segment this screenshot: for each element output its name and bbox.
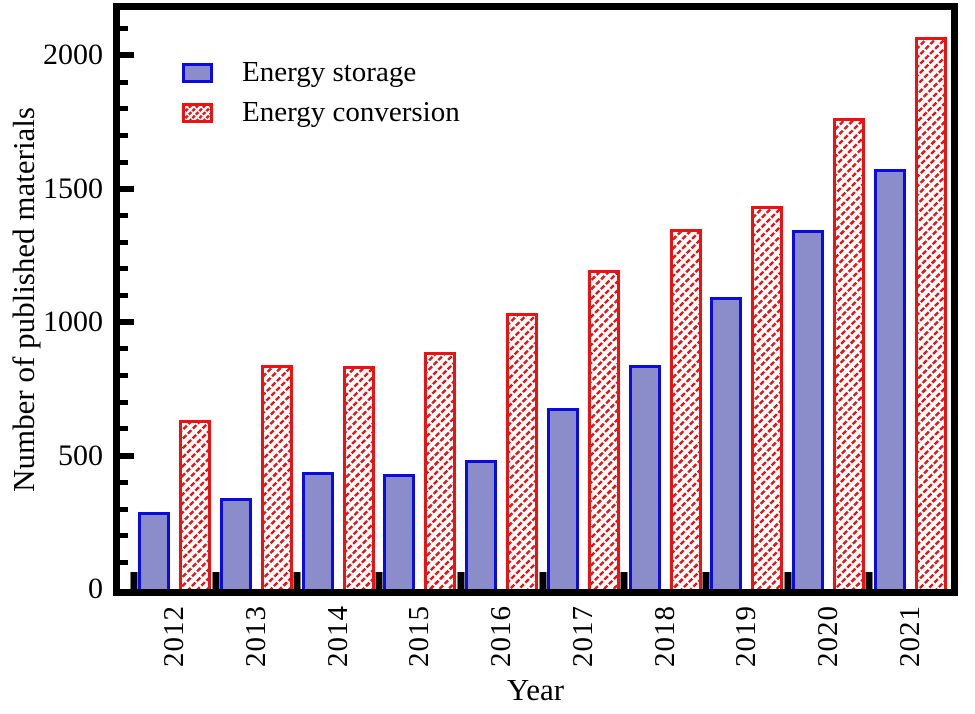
x-tick-label-2016: 2016 bbox=[485, 605, 518, 667]
bar-group-2017: 2017 bbox=[539, 10, 625, 667]
bar-group-2014: 2014 bbox=[293, 10, 379, 667]
x-axis-tick bbox=[293, 572, 301, 589]
x-axis-tick bbox=[702, 572, 710, 589]
y-axis-minor-tick bbox=[120, 479, 128, 485]
bar-group-2015: 2015 bbox=[375, 10, 461, 667]
y-axis-minor-tick bbox=[120, 533, 128, 539]
x-tick-label-holder: 2016 bbox=[461, 605, 543, 667]
y-tick-labels: 0 500 1000 1500 2000 bbox=[0, 3, 103, 605]
x-tick-label-holder: 2021 bbox=[869, 605, 951, 667]
legend: Energy storage Energy conversion bbox=[182, 54, 460, 131]
x-tick-label-holder: 2018 bbox=[624, 605, 706, 667]
x-tick-label-holder: 2014 bbox=[297, 605, 379, 667]
bar-energy-storage-2012 bbox=[138, 512, 171, 589]
y-axis-minor-tick bbox=[120, 132, 128, 138]
legend-item-energy-conversion: Energy conversion bbox=[182, 94, 460, 131]
legend-swatch-energy-storage bbox=[182, 62, 213, 83]
x-tick-label-2015: 2015 bbox=[403, 605, 436, 667]
bar-energy-conversion-2019 bbox=[751, 206, 784, 589]
x-axis-tick bbox=[620, 572, 628, 589]
y-tick-label-0: 0 bbox=[88, 572, 103, 605]
x-tick-label-2013: 2013 bbox=[240, 605, 273, 667]
y-axis-minor-tick bbox=[120, 106, 128, 112]
x-tick-label-2012: 2012 bbox=[158, 605, 191, 667]
y-axis-major-tick bbox=[120, 52, 134, 59]
y-axis-minor-tick bbox=[120, 266, 128, 272]
y-tick-label-2000: 2000 bbox=[43, 38, 103, 72]
y-axis-minor-tick bbox=[120, 239, 128, 245]
bar-energy-storage-2017 bbox=[546, 408, 579, 589]
x-tick-label-2021: 2021 bbox=[893, 605, 926, 667]
bar-energy-conversion-2012 bbox=[179, 420, 212, 589]
bar-energy-conversion-2020 bbox=[832, 118, 865, 589]
bar-group-2012: 2012 bbox=[130, 10, 216, 667]
y-axis-major-tick bbox=[120, 185, 134, 192]
y-axis-minor-tick bbox=[120, 506, 128, 512]
y-axis-minor-tick bbox=[120, 293, 128, 298]
x-axis-tick bbox=[784, 572, 792, 589]
x-tick-label-2017: 2017 bbox=[566, 605, 599, 667]
bar-group-2019: 2019 bbox=[702, 10, 788, 667]
bar-group-2020: 2020 bbox=[784, 10, 870, 667]
y-tick-label-1500: 1500 bbox=[43, 171, 103, 205]
x-tick-label-2020: 2020 bbox=[811, 605, 844, 667]
bar-group-2013: 2013 bbox=[212, 10, 298, 667]
bar-energy-storage-2019 bbox=[710, 297, 743, 589]
x-axis-tick bbox=[865, 572, 873, 589]
x-tick-label-2019: 2019 bbox=[730, 605, 763, 667]
legend-label-energy-storage: Energy storage bbox=[242, 56, 417, 88]
y-tick-label-500: 500 bbox=[58, 438, 103, 472]
x-tick-label-holder: 2017 bbox=[543, 605, 625, 667]
x-axis-tick bbox=[212, 572, 220, 589]
x-tick-label-2014: 2014 bbox=[321, 605, 354, 667]
x-tick-label-holder: 2019 bbox=[706, 605, 788, 667]
bar-energy-storage-2015 bbox=[383, 474, 416, 589]
bar-energy-storage-2021 bbox=[873, 169, 906, 589]
y-axis-minor-tick bbox=[120, 26, 128, 32]
bar-energy-storage-2016 bbox=[465, 460, 498, 589]
x-axis-tick bbox=[375, 572, 383, 589]
bar-energy-storage-2018 bbox=[628, 365, 661, 589]
y-axis-minor-tick bbox=[120, 426, 128, 432]
bar-energy-conversion-2015 bbox=[424, 352, 457, 589]
x-tick-label-holder: 2012 bbox=[134, 605, 216, 667]
x-tick-label-holder: 2013 bbox=[216, 605, 298, 667]
bar-energy-conversion-2021 bbox=[914, 37, 947, 589]
y-axis-major-tick bbox=[120, 452, 134, 459]
y-axis-minor-tick bbox=[120, 346, 128, 352]
bar-energy-conversion-2017 bbox=[587, 270, 620, 589]
bar-energy-conversion-2016 bbox=[506, 313, 539, 589]
y-axis-minor-tick bbox=[120, 159, 128, 165]
bar-energy-storage-2020 bbox=[791, 230, 824, 589]
y-axis-minor-tick bbox=[120, 399, 128, 405]
x-tick-label-2018: 2018 bbox=[648, 605, 681, 667]
x-axis-tick bbox=[539, 572, 547, 589]
plot-area: 2012 2013 2014 2015 2016 2017 2018 2019 2020 2021… bbox=[120, 10, 951, 667]
y-tick-label-1000: 1000 bbox=[43, 305, 103, 339]
y-axis-minor-tick bbox=[120, 213, 128, 218]
legend-item-energy-storage: Energy storage bbox=[182, 54, 460, 91]
y-axis-minor-tick bbox=[120, 373, 128, 378]
bar-energy-storage-2013 bbox=[220, 498, 253, 589]
y-axis-minor-tick bbox=[120, 559, 128, 565]
bar-group-2021: 2021 bbox=[865, 10, 951, 667]
x-axis-title: Year bbox=[506, 672, 565, 707]
legend-label-energy-conversion: Energy conversion bbox=[242, 96, 460, 128]
bars-area: 2012 2013 2014 2015 2016 2017 2018 2019 2020 2021 bbox=[130, 10, 951, 667]
plot-box: 2012 2013 2014 2015 2016 2017 2018 2019 2020 2021… bbox=[113, 3, 958, 667]
bar-energy-storage-2014 bbox=[301, 472, 334, 589]
legend-swatch-energy-conversion bbox=[182, 102, 213, 123]
x-tick-label-holder: 2020 bbox=[788, 605, 870, 667]
x-axis-tick bbox=[130, 572, 138, 589]
bar-group-2018: 2018 bbox=[620, 10, 706, 667]
bar-group-2016: 2016 bbox=[457, 10, 543, 667]
x-tick-label-holder: 2015 bbox=[379, 605, 461, 667]
y-axis-minor-tick bbox=[120, 79, 128, 85]
x-axis-tick bbox=[457, 572, 465, 589]
bar-energy-conversion-2014 bbox=[342, 366, 375, 589]
y-axis-major-tick bbox=[120, 319, 134, 326]
bar-energy-conversion-2018 bbox=[669, 229, 702, 589]
bar-energy-conversion-2013 bbox=[261, 365, 294, 589]
